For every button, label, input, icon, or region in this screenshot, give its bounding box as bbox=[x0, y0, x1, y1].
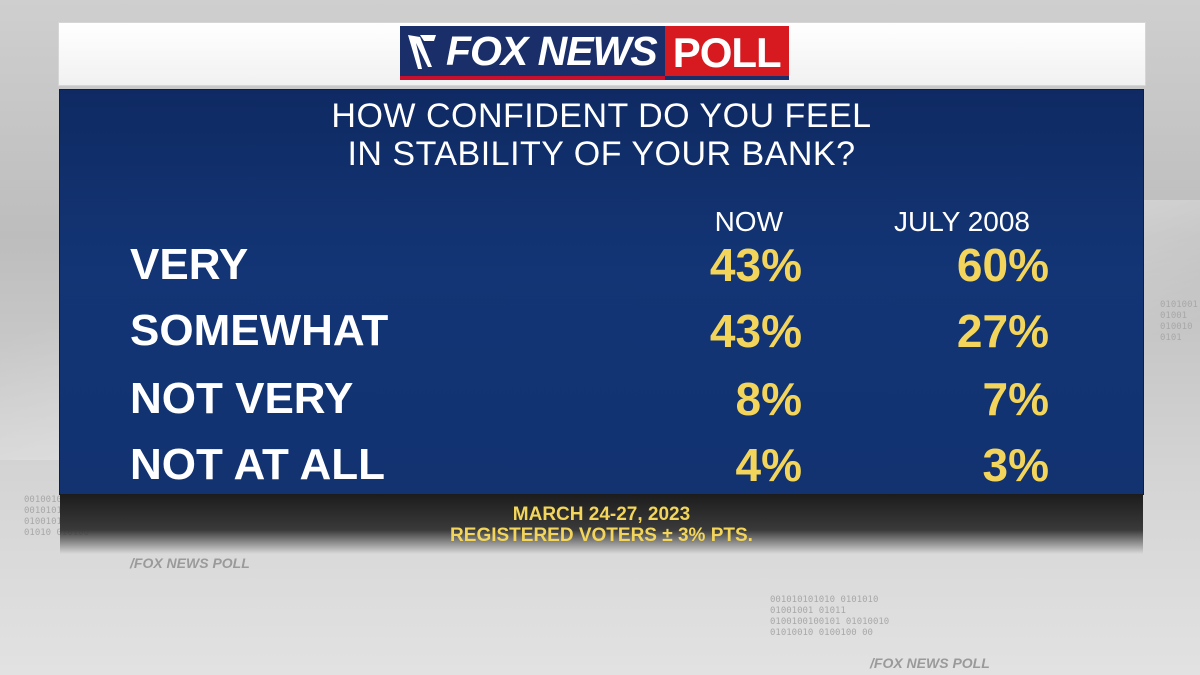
value-somewhat-july-2008: 27% bbox=[956, 305, 1049, 357]
row-label-very: VERY bbox=[130, 240, 249, 289]
footer-band: MARCH 24-27, 2023 REGISTERED VOTERS ± 3%… bbox=[60, 494, 1143, 554]
watermark-logo-bottom: /FOX NEWS POLL bbox=[870, 655, 990, 671]
row-label-not-at-all: NOT AT ALL bbox=[130, 440, 385, 489]
value-not-at-all-july-2008: 3% bbox=[982, 439, 1049, 491]
row-label-somewhat: SOMEWHAT bbox=[130, 306, 389, 355]
value-somewhat-now: 43% bbox=[709, 305, 802, 357]
binary-decoration-bottom: 001010101010 0101010 01001001 01011 010010… bbox=[770, 595, 890, 638]
column-header-now: NOW bbox=[714, 206, 783, 237]
footer-date: MARCH 24-27, 2023 bbox=[512, 504, 691, 525]
value-not-very-july-2008: 7% bbox=[982, 373, 1049, 425]
poll-panel: HOW CONFIDENT DO YOU FEEL IN STABILITY O… bbox=[60, 90, 1143, 494]
footer-sample-note: REGISTERED VOTERS ± 3% PTS. bbox=[450, 525, 753, 546]
fox-news-poll-logo: FOX NEWS POLL bbox=[400, 26, 789, 80]
value-very-now: 43% bbox=[709, 239, 802, 291]
fox-flag-icon bbox=[408, 35, 436, 69]
row-label-not-very: NOT VERY bbox=[130, 374, 354, 423]
title-line-2: IN STABILITY OF YOUR BANK? bbox=[347, 135, 856, 173]
title-line-1: HOW CONFIDENT DO YOU FEEL bbox=[331, 97, 872, 135]
watermark-logo-left: /FOX NEWS POLL bbox=[130, 555, 250, 571]
column-header-july-2008: JULY 2008 bbox=[894, 206, 1030, 237]
value-not-very-now: 8% bbox=[735, 373, 802, 425]
logo-poll-text: POLL bbox=[664, 26, 789, 80]
binary-decoration-right: 0101001 01001 010010 0101 bbox=[1160, 300, 1198, 343]
value-very-july-2008: 60% bbox=[956, 239, 1049, 291]
logo-fox-news-text: FOX NEWS bbox=[446, 28, 658, 74]
value-not-at-all-now: 4% bbox=[735, 439, 802, 491]
logo-fox-block: FOX NEWS bbox=[400, 26, 665, 80]
